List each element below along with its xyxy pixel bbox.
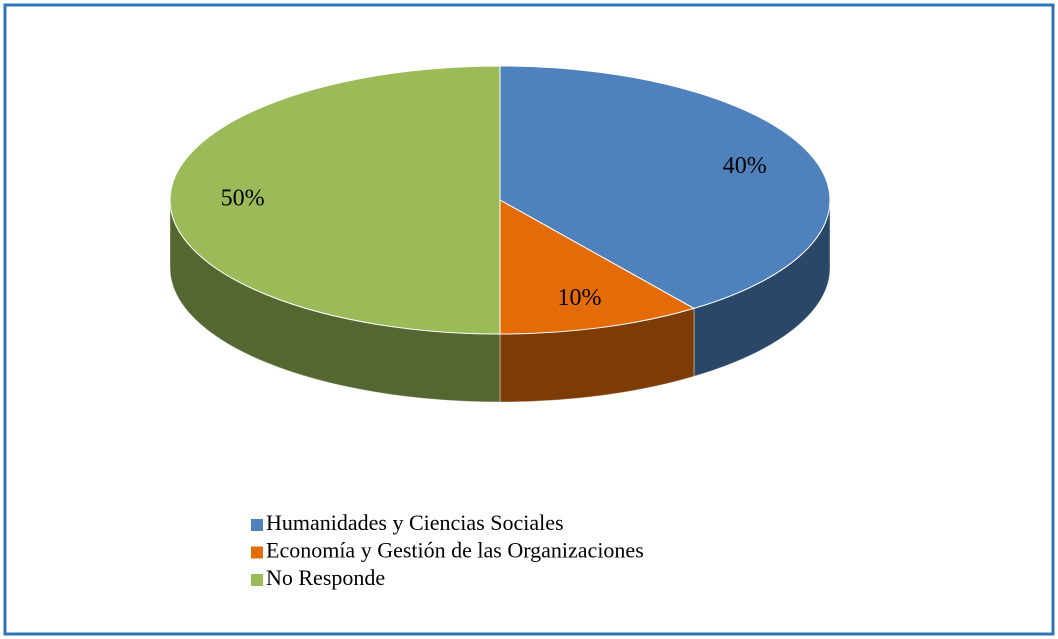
legend: Humanidades y Ciencias Sociales Economía …: [251, 510, 644, 590]
slice: [499, 65, 831, 309]
legend-swatch: [251, 574, 263, 586]
data-label: 50%: [221, 186, 265, 212]
legend-swatch: [251, 519, 263, 531]
pie-tops: [169, 65, 831, 335]
legend-label: Humanidades y Ciencias Sociales: [266, 510, 564, 535]
legend-swatch: [251, 546, 263, 559]
slice: [169, 65, 501, 335]
data-labels: 40% 10% 50%: [221, 153, 767, 311]
data-label: 40%: [723, 153, 767, 179]
slice: [499, 199, 696, 335]
data-label: 10%: [558, 285, 602, 311]
legend-label: No Responde: [266, 565, 385, 590]
legend-label: Economía y Gestión de las Organizaciones: [266, 538, 644, 563]
